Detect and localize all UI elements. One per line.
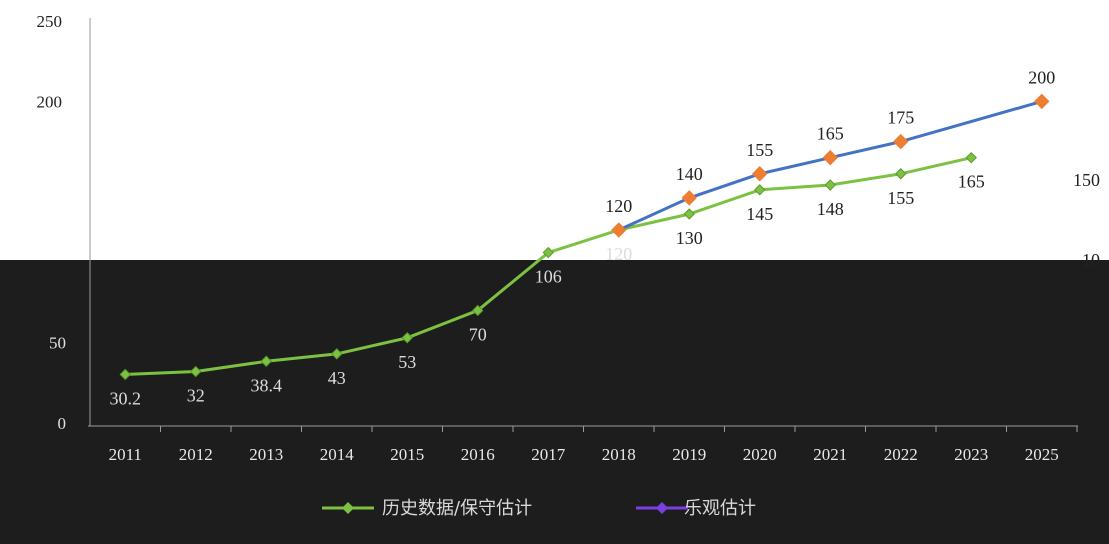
series-1-point-2017 bbox=[542, 246, 554, 259]
series-1-label-2017: 106 bbox=[535, 267, 562, 287]
y-tick-label-200: 200 bbox=[37, 92, 63, 111]
x-tick-label-2013: 2013 bbox=[249, 445, 283, 464]
series-2-point-2021 bbox=[822, 149, 838, 166]
series-2-point-2022 bbox=[893, 133, 909, 150]
x-tick-label-2021: 2021 bbox=[813, 445, 847, 464]
series-2-label-2021: 165 bbox=[817, 124, 844, 144]
series-2-point-2020 bbox=[752, 166, 768, 182]
series-1-point-2022 bbox=[895, 168, 907, 180]
series-1-label-2020: 145 bbox=[746, 204, 773, 224]
series-1-point-2023 bbox=[965, 151, 977, 164]
x-tick-label-2020: 2020 bbox=[743, 445, 777, 464]
series-1-point-2015 bbox=[401, 332, 413, 344]
series-1-point-2011 bbox=[119, 368, 131, 381]
legend-label-2: 乐观估计 bbox=[684, 498, 756, 519]
series-1-label-2011: 30.2 bbox=[110, 388, 142, 408]
dark-background-band bbox=[0, 260, 1109, 544]
x-tick-label-2015: 2015 bbox=[390, 445, 424, 464]
series-2-label-2025: 200 bbox=[1028, 67, 1055, 87]
legend-marker-1 bbox=[342, 502, 354, 514]
x-tick-label-2016: 2016 bbox=[461, 445, 495, 464]
extra-label-1: 150 bbox=[1073, 170, 1100, 190]
series-2-point-2019 bbox=[681, 190, 697, 206]
series-1-label-2018: 120 bbox=[605, 244, 632, 264]
series-1-label-2016: 70 bbox=[469, 324, 487, 344]
series-1-label-2014: 43 bbox=[328, 368, 346, 388]
series-2-label-2018: 120 bbox=[605, 196, 632, 216]
series-1-point-2021 bbox=[824, 179, 836, 191]
legend-marker-2 bbox=[656, 502, 668, 514]
series-1-label-2012: 32 bbox=[187, 386, 205, 406]
y-tick-label-50: 50 bbox=[49, 334, 66, 353]
series-1-label-2015: 53 bbox=[398, 352, 416, 372]
x-tick-label-2018: 2018 bbox=[602, 445, 636, 464]
series-2-point-2025 bbox=[1034, 93, 1050, 110]
x-tick-label-2023: 2023 bbox=[954, 445, 988, 464]
x-tick-label-2014: 2014 bbox=[320, 445, 355, 464]
x-tick-label-2022: 2022 bbox=[884, 445, 918, 464]
series-1-point-2019 bbox=[683, 208, 695, 220]
x-tick-label-2025: 2025 bbox=[1025, 445, 1059, 464]
series-line-2 bbox=[618, 99, 1043, 232]
series-1-point-2016 bbox=[472, 304, 484, 317]
series-1-point-2012 bbox=[190, 365, 202, 378]
series-1-label-2013: 38.4 bbox=[251, 375, 283, 395]
x-tick-label-2011: 2011 bbox=[109, 445, 142, 464]
series-2-label-2019: 140 bbox=[676, 164, 703, 184]
x-tick-label-2012: 2012 bbox=[179, 445, 213, 464]
y-tick-label-250: 250 bbox=[37, 12, 63, 31]
legend-label-1: 历史数据/保守估计 bbox=[382, 498, 532, 519]
series-1-point-2020 bbox=[754, 184, 766, 196]
x-tick-label-2017: 2017 bbox=[531, 445, 566, 464]
series-2-label-2022: 175 bbox=[887, 108, 914, 128]
series-1-label-2021: 148 bbox=[817, 199, 844, 219]
series-1-point-2013 bbox=[260, 355, 272, 367]
series-2-label-2020: 155 bbox=[746, 140, 773, 160]
series-1-label-2019: 130 bbox=[676, 228, 703, 248]
y-tick-label-0: 0 bbox=[58, 414, 67, 433]
series-1-label-2022: 155 bbox=[887, 188, 914, 208]
series-1-point-2014 bbox=[331, 348, 343, 360]
series-2-point-2018 bbox=[611, 222, 627, 238]
series-1-label-2023: 165 bbox=[958, 172, 985, 192]
x-tick-label-2019: 2019 bbox=[672, 445, 706, 464]
extra-label-2: 10 bbox=[1082, 250, 1100, 270]
